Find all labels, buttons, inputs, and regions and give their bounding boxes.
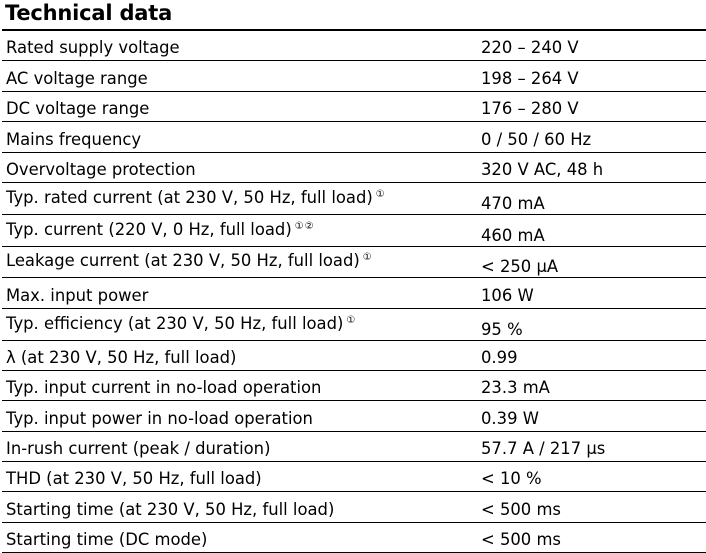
- row-label: Starting time (at 230 V, 50 Hz, full loa…: [6, 499, 335, 519]
- table-row: Typ. rated current (at 230 V, 50 Hz, ful…: [2, 183, 706, 215]
- technical-data-table: Rated supply voltage 220 – 240 V AC volt…: [2, 29, 706, 553]
- row-label: Typ. efficiency (at 230 V, 50 Hz, full l…: [6, 313, 357, 333]
- table-row: In-rush current (peak / duration) 57.7 A…: [2, 432, 706, 463]
- row-value: 0.99: [481, 347, 518, 367]
- table-row: Typ. current (220 V, 0 Hz, full load) ①② …: [2, 215, 706, 247]
- row-label: AC voltage range: [6, 68, 148, 88]
- row-label: Overvoltage protection: [6, 159, 196, 179]
- footnote-marker: ①②: [294, 220, 315, 232]
- footnote-marker: ①: [362, 252, 373, 264]
- table-row: λ (at 230 V, 50 Hz, full load) 0.99: [2, 341, 706, 371]
- row-value: 95 %: [481, 319, 523, 339]
- row-label: Max. input power: [6, 285, 149, 305]
- table-row: Leakage current (at 230 V, 50 Hz, full l…: [2, 247, 706, 279]
- table-row: AC voltage range 198 – 264 V: [2, 61, 706, 92]
- table-row: Typ. input current in no-load operation …: [2, 371, 706, 402]
- row-label: Starting time (DC mode): [6, 530, 208, 550]
- row-label: Typ. rated current (at 230 V, 50 Hz, ful…: [6, 187, 386, 207]
- table-row: Typ. input power in no-load operation 0.…: [2, 401, 706, 432]
- row-label: Typ. input current in no-load operation: [6, 378, 322, 398]
- row-value: 320 V AC, 48 h: [481, 159, 604, 179]
- table-row: DC voltage range 176 – 280 V: [2, 92, 706, 123]
- row-label: In-rush current (peak / duration): [6, 439, 271, 459]
- row-value: 0 / 50 / 60 Hz: [481, 129, 592, 149]
- row-label: Leakage current (at 230 V, 50 Hz, full l…: [6, 251, 373, 271]
- footnote-marker: ①: [375, 188, 386, 200]
- table-row: Rated supply voltage 220 – 240 V: [2, 31, 706, 62]
- table-row: Overvoltage protection 320 V AC, 48 h: [2, 153, 706, 183]
- row-value: 57.7 A / 217 μs: [481, 439, 606, 459]
- row-label: Rated supply voltage: [6, 38, 180, 58]
- row-label: DC voltage range: [6, 99, 150, 119]
- table-row: Starting time (DC mode) < 500 ms: [2, 523, 706, 553]
- table-row: Starting time (at 230 V, 50 Hz, full loa…: [2, 492, 706, 523]
- table-row: Mains frequency 0 / 50 / 60 Hz: [2, 122, 706, 153]
- row-value: 23.3 mA: [481, 378, 550, 398]
- row-label: Typ. current (220 V, 0 Hz, full load) ①②: [6, 219, 315, 239]
- footnote-marker: ①: [346, 314, 357, 326]
- table-row: Max. input power 106 W: [2, 278, 706, 309]
- row-value: 0.39 W: [481, 408, 539, 428]
- table-row: THD (at 230 V, 50 Hz, full load) < 10 %: [2, 462, 706, 493]
- row-value: 106 W: [481, 285, 534, 305]
- row-value: 176 – 280 V: [481, 99, 579, 119]
- section-title: Technical data: [5, 1, 173, 25]
- row-value: < 500 ms: [481, 499, 561, 519]
- row-label: Typ. input power in no-load operation: [6, 408, 313, 428]
- row-value: 220 – 240 V: [481, 38, 579, 58]
- row-value: 460 mA: [481, 225, 545, 245]
- row-label: THD (at 230 V, 50 Hz, full load): [6, 469, 262, 489]
- row-label: Mains frequency: [6, 129, 142, 149]
- row-label: λ (at 230 V, 50 Hz, full load): [6, 347, 237, 367]
- row-value: 470 mA: [481, 193, 545, 213]
- row-value: 198 – 264 V: [481, 68, 579, 88]
- row-value: < 10 %: [481, 469, 542, 489]
- table-row: Typ. efficiency (at 230 V, 50 Hz, full l…: [2, 309, 706, 341]
- row-value: < 500 ms: [481, 530, 561, 550]
- row-value: < 250 μA: [481, 257, 559, 277]
